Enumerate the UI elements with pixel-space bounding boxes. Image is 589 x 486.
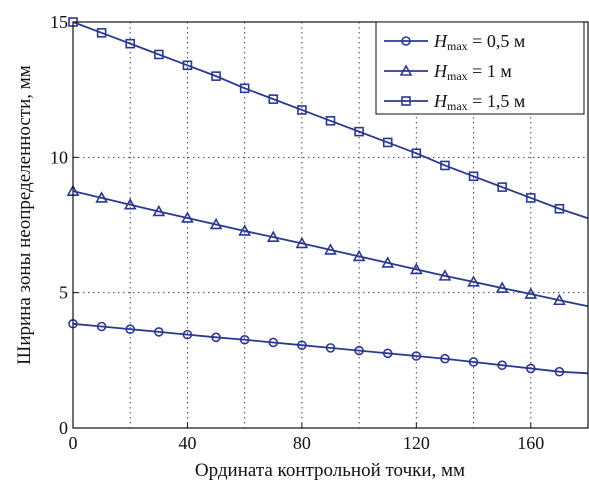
legend-entry: Hmax = 0,5 м	[384, 31, 525, 53]
data-point	[125, 324, 136, 335]
data-point	[553, 293, 566, 306]
data-point	[211, 332, 221, 343]
data-point	[525, 363, 536, 374]
series-line	[72, 21, 589, 220]
legend-entry: Hmax = 1,5 м	[384, 91, 525, 113]
data-point	[352, 249, 366, 262]
data-point	[440, 160, 450, 171]
legend: Hmax = 0,5 м Hmax = 1 м Hmax = 1,5 м	[375, 21, 585, 115]
legend-entry: Hmax = 1 м	[384, 61, 512, 83]
data-point	[182, 60, 193, 71]
data-point	[95, 191, 108, 203]
y-axis-label: Ширина зоны неопределенности, мм	[14, 65, 35, 365]
data-point	[440, 353, 450, 364]
series-line	[72, 322, 589, 375]
data-point	[497, 360, 507, 371]
data-point	[495, 281, 509, 293]
data-point	[211, 71, 221, 81]
y-tick-label: 0	[59, 418, 68, 438]
data-point	[123, 198, 137, 210]
data-point	[266, 230, 280, 242]
data-point	[152, 204, 166, 217]
data-point	[324, 243, 337, 255]
data-point	[325, 115, 336, 126]
series-layer	[66, 17, 589, 377]
series-line	[72, 190, 589, 308]
data-point	[181, 211, 194, 223]
x-tick-label: 120	[403, 433, 430, 453]
y-tick-label: 10	[50, 147, 68, 167]
data-point	[409, 262, 423, 275]
legend-marker	[399, 64, 413, 76]
x-tick-label: 160	[517, 433, 544, 453]
x-axis-label: Ордината контрольной точки, мм	[195, 460, 465, 481]
data-point	[354, 345, 364, 356]
data-point	[497, 182, 507, 192]
series-triangle	[66, 184, 589, 308]
data-point	[182, 329, 193, 340]
plot-frame	[72, 21, 589, 429]
legend-label: Hmax = 0,5 м	[433, 31, 525, 53]
data-point	[297, 340, 307, 350]
data-point	[268, 337, 279, 348]
data-point	[554, 366, 565, 377]
data-point	[96, 28, 107, 38]
legend-label: Hmax = 1 м	[433, 61, 512, 83]
data-point	[381, 256, 395, 268]
data-point	[239, 83, 250, 94]
data-point	[96, 321, 107, 332]
data-point	[525, 193, 536, 203]
data-point	[382, 348, 393, 359]
data-point	[297, 105, 307, 115]
ticks: 0 40 80 120 160 0 5 10 15	[50, 12, 544, 453]
data-point	[411, 148, 422, 159]
data-point	[154, 49, 164, 60]
data-point	[467, 275, 480, 287]
y-tick-label: 15	[50, 12, 68, 32]
series-circle	[68, 318, 589, 377]
data-point	[125, 38, 136, 49]
data-point	[154, 327, 164, 337]
data-point	[239, 334, 250, 345]
data-point	[268, 94, 279, 104]
grid	[73, 22, 588, 428]
data-point	[209, 217, 223, 230]
legend-marker	[401, 36, 411, 46]
data-point	[295, 236, 309, 249]
legend-marker	[401, 96, 411, 106]
data-point	[468, 357, 479, 367]
x-tick-label: 80	[293, 433, 311, 453]
data-point	[554, 203, 565, 214]
data-point	[411, 351, 422, 361]
data-point	[382, 137, 393, 148]
x-tick-label: 0	[69, 433, 78, 453]
data-point	[325, 343, 336, 353]
data-point	[524, 287, 538, 299]
x-tick-label: 40	[178, 433, 196, 453]
data-point	[468, 171, 479, 182]
data-point	[238, 224, 252, 236]
y-tick-label: 5	[59, 283, 68, 303]
data-point	[354, 126, 364, 137]
legend-label: Hmax = 1,5 м	[433, 91, 525, 113]
data-point	[438, 269, 452, 281]
